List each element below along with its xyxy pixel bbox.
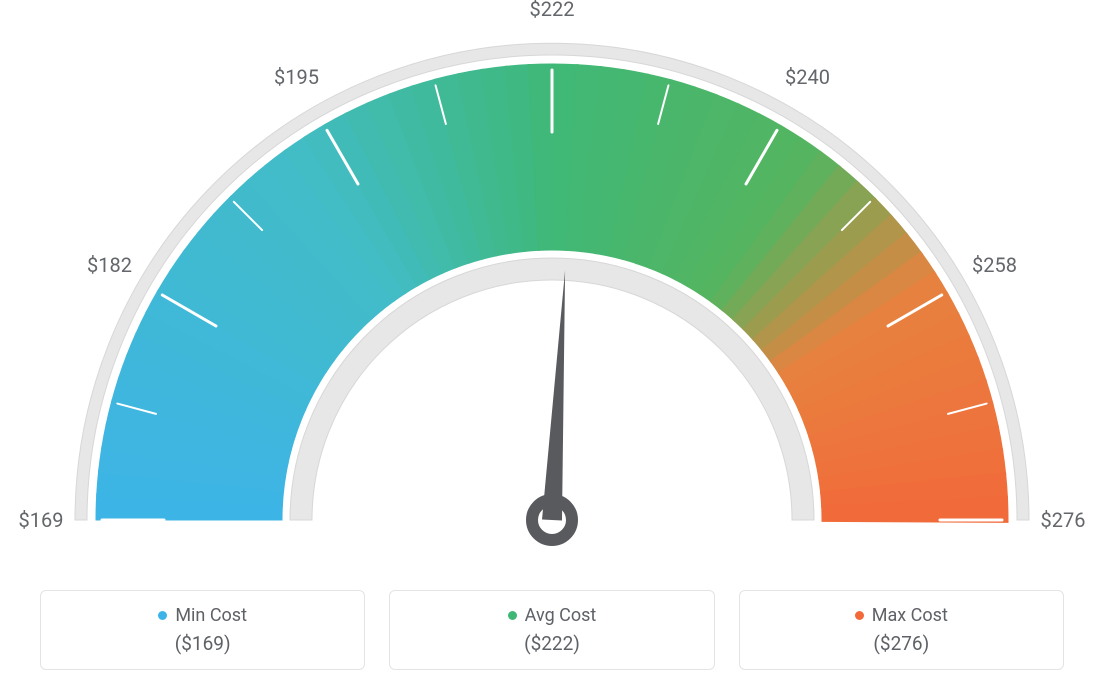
gauge-tick-label: $195 (274, 65, 319, 89)
gauge-tick-label: $169 (19, 508, 64, 532)
legend-card-avg: Avg Cost ($222) (389, 590, 714, 670)
legend-card-max: Max Cost ($276) (739, 590, 1064, 670)
gauge-tick-label: $258 (972, 253, 1017, 277)
legend-dot-min (158, 611, 167, 620)
legend-title-min: Min Cost (158, 605, 247, 626)
legend-label-avg: Avg Cost (525, 605, 597, 626)
gauge-tick-label: $182 (87, 253, 132, 277)
legend-card-min: Min Cost ($169) (40, 590, 365, 670)
legend-dot-max (855, 611, 864, 620)
legend-dot-avg (508, 611, 517, 620)
gauge-tick-label: $240 (785, 65, 830, 89)
gauge-tick-label: $222 (530, 0, 575, 21)
legend-label-min: Min Cost (175, 605, 247, 626)
legend-title-max: Max Cost (855, 605, 948, 626)
legend-value-avg: ($222) (524, 632, 580, 655)
legend-row: Min Cost ($169) Avg Cost ($222) Max Cost… (0, 580, 1104, 690)
legend-value-max: ($276) (873, 632, 929, 655)
gauge-chart: $169 $182 $195 $222 $240 $258 $276 (0, 0, 1104, 560)
legend-value-min: ($169) (175, 632, 231, 655)
legend-title-avg: Avg Cost (508, 605, 597, 626)
gauge-tick-label: $276 (1041, 508, 1086, 532)
legend-label-max: Max Cost (872, 605, 948, 626)
gauge-svg (0, 0, 1104, 560)
